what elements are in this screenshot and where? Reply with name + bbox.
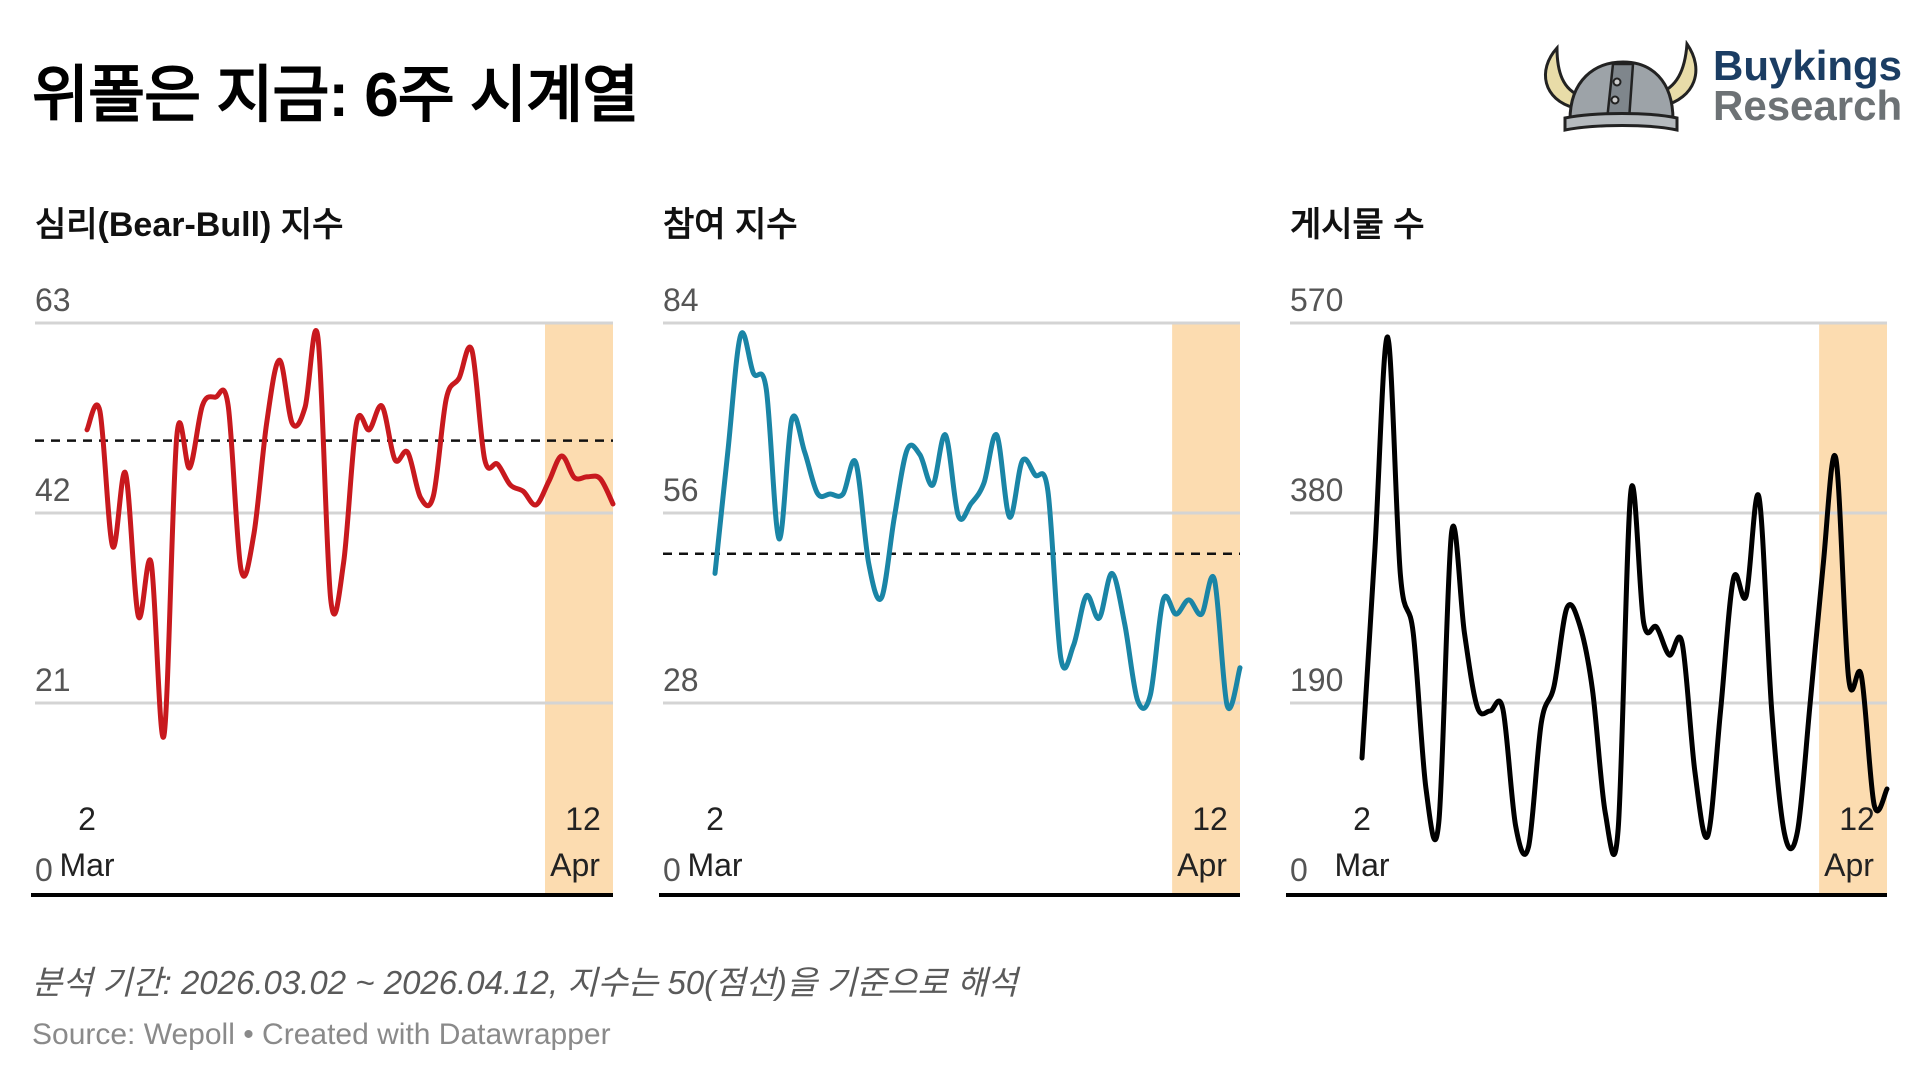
page-title: 위폴은 지금: 6주 시계열 <box>32 61 639 130</box>
y-tick-label: 570 <box>1290 282 1343 318</box>
chart-panel-3: 게시물 수 0 190 380 570 2 Mar 12 Apr <box>1286 206 1890 897</box>
chart-title: 게시물 수 <box>1290 206 1425 244</box>
x-tick-month: Mar <box>687 847 742 883</box>
y-tick-label: 21 <box>35 662 71 698</box>
highlight-band <box>1819 323 1887 893</box>
x-tick-day: 2 <box>1353 801 1371 837</box>
x-tick-day: 12 <box>565 801 601 837</box>
y-tick-label: 84 <box>663 282 699 318</box>
x-tick-month: Mar <box>59 847 114 883</box>
y-tick-label: 42 <box>35 472 71 508</box>
x-tick-day: 12 <box>1192 801 1228 837</box>
x-tick-day: 2 <box>78 801 96 837</box>
source-credit: Source: Wepoll • Created with Datawrappe… <box>32 1018 611 1051</box>
logo-text-buykings: Buykings <box>1713 42 1903 89</box>
y-tick-label: 380 <box>1290 472 1343 508</box>
y-tick-label: 28 <box>663 662 699 698</box>
x-tick-day: 2 <box>706 801 724 837</box>
chart-panel-1: 심리(Bear-Bull) 지수 0 21 42 63 2 Mar 12 Apr <box>31 206 616 897</box>
x-tick-month: Apr <box>1824 847 1874 883</box>
x-tick-month: Apr <box>1177 847 1227 883</box>
x-tick-day: 12 <box>1839 801 1875 837</box>
logo-text-research: Research <box>1713 82 1903 129</box>
y-tick-label: 0 <box>663 852 681 888</box>
y-tick-label: 56 <box>663 472 699 508</box>
y-tick-label: 0 <box>1290 852 1308 888</box>
series-line <box>84 327 616 740</box>
analysis-period-note: 분석 기간: 2026.03.02 ~ 2026.04.12, 지수는 50(점… <box>32 964 1018 1001</box>
chart-panel-2: 참여 지수 0 28 56 84 2 Mar 12 Apr <box>659 206 1243 897</box>
y-tick-label: 63 <box>35 282 71 318</box>
x-tick-month: Mar <box>1334 847 1389 883</box>
series-line <box>1359 334 1890 858</box>
chart-title: 참여 지수 <box>663 206 798 244</box>
chart-title: 심리(Bear-Bull) 지수 <box>35 206 343 244</box>
y-tick-label: 190 <box>1290 662 1343 698</box>
viking-helmet-icon <box>1543 39 1698 132</box>
x-tick-month: Apr <box>550 847 600 883</box>
y-tick-label: 0 <box>35 852 53 888</box>
highlight-band <box>545 323 613 893</box>
brand-logo: Buykings Research <box>1535 39 1920 135</box>
series-line <box>712 330 1243 711</box>
